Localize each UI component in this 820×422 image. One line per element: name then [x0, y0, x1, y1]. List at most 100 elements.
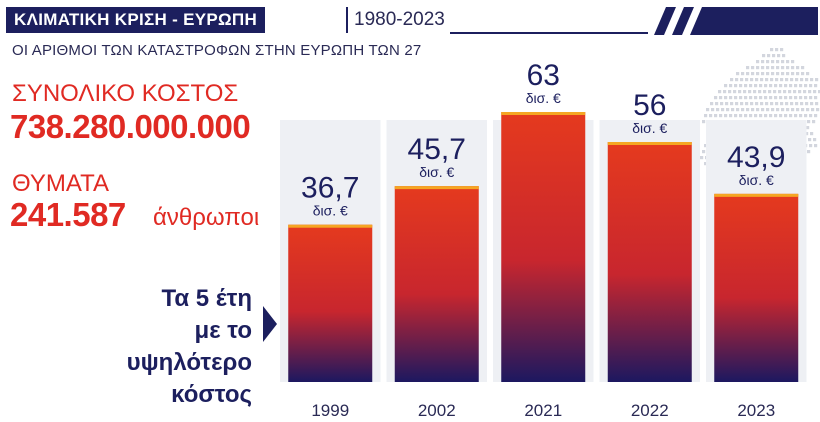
map-dot [796, 108, 800, 112]
map-dot [814, 96, 818, 100]
map-dot [795, 78, 799, 82]
map-dot [702, 150, 706, 154]
bar-cap [394, 186, 479, 190]
map-dot [778, 90, 782, 94]
map-dot [770, 78, 774, 82]
map-dot [771, 66, 775, 70]
map-dot [750, 78, 754, 82]
map-dot [790, 78, 794, 82]
map-dot [736, 108, 740, 112]
bar-2023 [714, 193, 799, 382]
map-dot [746, 108, 750, 112]
map-dot [806, 126, 810, 130]
x-tick-label: 2021 [524, 401, 562, 420]
map-dot [794, 96, 798, 100]
map-dot [753, 90, 757, 94]
data-label: 45,7 [408, 133, 466, 166]
map-dot [728, 90, 732, 94]
map-dot [760, 102, 764, 106]
title-years: 1980-2023 [346, 7, 445, 33]
map-dot [810, 78, 814, 82]
map-dot [804, 114, 808, 118]
map-dot [739, 96, 743, 100]
map-dot [809, 114, 813, 118]
map-dot [741, 108, 745, 112]
map-dot [745, 78, 749, 82]
bar-2022 [607, 142, 692, 382]
map-dot [791, 72, 795, 76]
map-dot [704, 144, 708, 148]
map-dot [735, 78, 739, 82]
map-dot [740, 78, 744, 82]
map-dot [715, 102, 719, 106]
map-dot [720, 102, 724, 106]
map-dot [772, 54, 776, 58]
map-dot [704, 162, 708, 166]
map-dot [724, 96, 728, 100]
map-dot [784, 96, 788, 100]
map-dot [776, 108, 780, 112]
map-dot [739, 114, 743, 118]
data-unit-label: δισ. € [526, 90, 561, 106]
bar-1999 [288, 224, 373, 382]
map-dot [735, 102, 739, 106]
map-dot [801, 66, 805, 70]
map-dot [746, 72, 750, 76]
map-dot [804, 84, 808, 88]
map-dot [765, 102, 769, 106]
map-dot [739, 84, 743, 88]
map-dot [813, 138, 817, 142]
map-dot [731, 108, 735, 112]
map-dot [730, 78, 734, 82]
map-dot [784, 114, 788, 118]
map-dot [810, 102, 814, 106]
map-dot [745, 102, 749, 106]
data-label: 56 [633, 89, 666, 122]
subtitle: ΟΙ ΑΡΙΘΜΟΙ ΤΩΝ ΚΑΤΑΣΤΡΟΦΩΝ ΣΤΗΝ ΕΥΡΩΠΗ Τ… [12, 42, 422, 59]
map-dot [790, 102, 794, 106]
map-dot [770, 102, 774, 106]
map-dot [766, 60, 770, 64]
map-dot [744, 96, 748, 100]
map-dot [809, 96, 813, 100]
map-dot [789, 114, 793, 118]
map-dot [734, 114, 738, 118]
map-dot [734, 96, 738, 100]
data-unit-label: δισ. € [313, 203, 348, 219]
map-dot [782, 54, 786, 58]
map-dot [793, 90, 797, 94]
map-dot [756, 72, 760, 76]
map-dot [774, 96, 778, 100]
map-dot [726, 108, 730, 112]
map-dot [749, 84, 753, 88]
map-dot [746, 66, 750, 70]
map-dot [704, 114, 708, 118]
map-dot [741, 72, 745, 76]
map-dot [754, 84, 758, 88]
x-tick-label: 2023 [737, 401, 775, 420]
map-dot [809, 84, 813, 88]
map-dot [814, 84, 818, 88]
map-dot [755, 78, 759, 82]
map-dot [766, 108, 770, 112]
x-tick-label: 1999 [311, 401, 349, 420]
map-dot [756, 108, 760, 112]
map-dot [714, 114, 718, 118]
map-dot [762, 54, 766, 58]
map-dot [756, 66, 760, 70]
map-dot [748, 90, 752, 94]
map-dot [786, 108, 790, 112]
map-dot [749, 114, 753, 118]
map-dot [813, 90, 817, 94]
map-dot [800, 102, 804, 106]
map-dot [776, 66, 780, 70]
map-dot [729, 114, 733, 118]
bar-2021 [501, 112, 586, 382]
chart-note-line-2: με το υψηλότερο [126, 317, 252, 376]
data-label: 63 [527, 59, 560, 92]
map-dot [756, 60, 760, 64]
map-dot [771, 108, 775, 112]
map-dot [716, 108, 720, 112]
map-dot [814, 114, 818, 118]
